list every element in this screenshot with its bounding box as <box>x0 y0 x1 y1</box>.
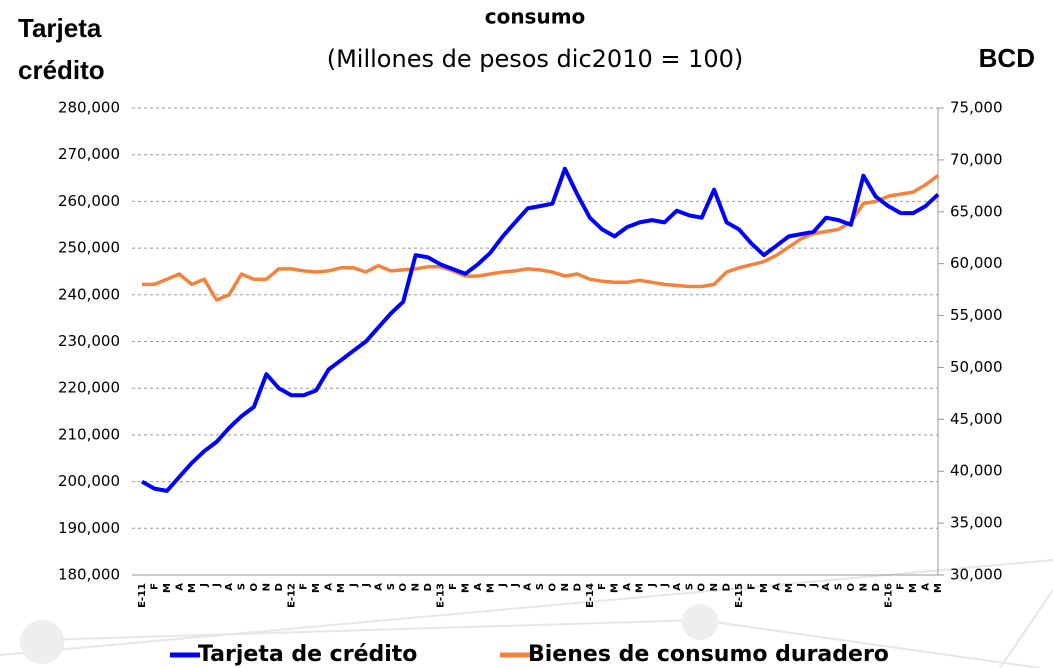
x-tick-label: A <box>921 583 932 591</box>
y-tick-label: 280,000 <box>58 99 120 117</box>
y-tick-label: 190,000 <box>58 519 120 537</box>
x-tick-label: F <box>299 583 310 590</box>
x-tick-label: F <box>597 583 608 590</box>
x-tick-label: F <box>149 583 160 590</box>
y2-tick-label: 55,000 <box>950 306 1003 324</box>
y2-tick-label: 40,000 <box>950 462 1003 480</box>
x-tick-label: M <box>610 583 621 593</box>
background-circle <box>20 620 64 664</box>
x-tick-label: A <box>473 583 484 591</box>
x-tick-label: E-14 <box>585 583 596 608</box>
y2-tick-label: 60,000 <box>950 254 1003 272</box>
legend-label: Tarjeta de crédito <box>198 642 417 667</box>
x-tick-label: D <box>423 583 434 591</box>
series-line <box>142 174 940 302</box>
x-tick-label: J <box>510 583 521 588</box>
y-tick-label: 210,000 <box>58 425 120 443</box>
x-tick-label: E-12 <box>286 583 297 608</box>
x-tick-label: E-15 <box>734 583 745 608</box>
x-tick-label: M <box>635 583 646 593</box>
x-tick-label: A <box>324 583 335 591</box>
y-tick-label: 180,000 <box>58 566 120 584</box>
x-tick-label: N <box>709 583 720 591</box>
x-tick-label: S <box>237 583 248 590</box>
x-tick-label: S <box>535 583 546 590</box>
x-tick-label: M <box>784 583 795 593</box>
y2-tick-label: 70,000 <box>950 150 1003 168</box>
x-tick-label: O <box>249 583 260 592</box>
x-tick-label: A <box>771 583 782 591</box>
x-tick-label: M <box>460 583 471 593</box>
y2-axis-label: BCD <box>979 43 1035 73</box>
x-tick-label: S <box>684 583 695 590</box>
x-tick-label: J <box>212 583 223 588</box>
x-tick-label: M <box>336 583 347 593</box>
x-tick-label: J <box>498 583 509 588</box>
x-tick-label: S <box>386 583 397 590</box>
legend-label: Bienes de consumo duradero <box>528 642 889 667</box>
x-tick-label: D <box>274 583 285 591</box>
y2-tick-label: 65,000 <box>950 202 1003 220</box>
x-tick-label: J <box>361 583 372 588</box>
x-tick-label: J <box>348 583 359 588</box>
x-tick-label: N <box>560 583 571 591</box>
x-tick-label: M <box>311 583 322 593</box>
y2-tick-label: 30,000 <box>950 566 1003 584</box>
x-tick-label: J <box>199 583 210 588</box>
x-tick-label: J <box>809 583 820 588</box>
y-tick-label: 270,000 <box>58 145 120 163</box>
chart-subtitle: (Millones de pesos dic2010 = 100) <box>327 45 744 73</box>
y-tick-label: 250,000 <box>58 239 120 257</box>
series-line <box>141 166 940 493</box>
y-tick-label: 220,000 <box>58 379 120 397</box>
x-tick-label: O <box>697 583 708 592</box>
x-tick-label: O <box>398 583 409 592</box>
y-axis-label: Tarjeta <box>18 13 102 43</box>
x-tick-label: D <box>722 583 733 591</box>
x-tick-label: E-11 <box>137 583 148 608</box>
x-tick-label: M <box>162 583 173 593</box>
x-tick-label: E-13 <box>436 583 447 608</box>
x-tick-label: F <box>746 583 757 590</box>
x-tick-label: A <box>373 583 384 591</box>
x-tick-label: A <box>622 583 633 591</box>
x-tick-label: O <box>547 583 558 592</box>
x-tick-label: A <box>672 583 683 591</box>
y-tick-label: 230,000 <box>58 332 120 350</box>
y-tick-label: 200,000 <box>58 472 120 490</box>
x-tick-label: J <box>659 583 670 588</box>
x-tick-label: E-16 <box>883 583 894 608</box>
x-tick-label: M <box>759 583 770 593</box>
x-tick-label: N <box>261 583 272 591</box>
x-tick-label: M <box>485 583 496 593</box>
x-tick-label: D <box>572 583 583 591</box>
background-circle <box>682 604 718 640</box>
x-tick-label: M <box>187 583 198 593</box>
x-tick-label: M <box>908 583 919 593</box>
x-tick-label: F <box>896 583 907 590</box>
x-tick-label: F <box>448 583 459 590</box>
x-tick-label: A <box>821 583 832 591</box>
y2-tick-label: 75,000 <box>950 99 1003 117</box>
background-decoration <box>0 559 1053 668</box>
x-tick-label: J <box>796 583 807 588</box>
x-tick-label: O <box>846 583 857 592</box>
y2-tick-label: 50,000 <box>950 358 1003 376</box>
chart-title: consumo <box>485 5 586 29</box>
y2-tick-label: 45,000 <box>950 410 1003 428</box>
x-tick-label: J <box>647 583 658 588</box>
x-tick-label: N <box>411 583 422 591</box>
x-tick-label: A <box>523 583 534 591</box>
x-tick-label: A <box>224 583 235 591</box>
x-tick-label: M <box>933 583 944 593</box>
y-tick-label: 240,000 <box>58 285 120 303</box>
x-tick-label: D <box>871 583 882 591</box>
x-tick-label: A <box>174 583 185 591</box>
x-tick-label: N <box>858 583 869 591</box>
y-axis-label: crédito <box>18 55 105 85</box>
y-tick-label: 260,000 <box>58 192 120 210</box>
y2-tick-label: 35,000 <box>950 514 1003 532</box>
x-tick-label: S <box>834 583 845 590</box>
